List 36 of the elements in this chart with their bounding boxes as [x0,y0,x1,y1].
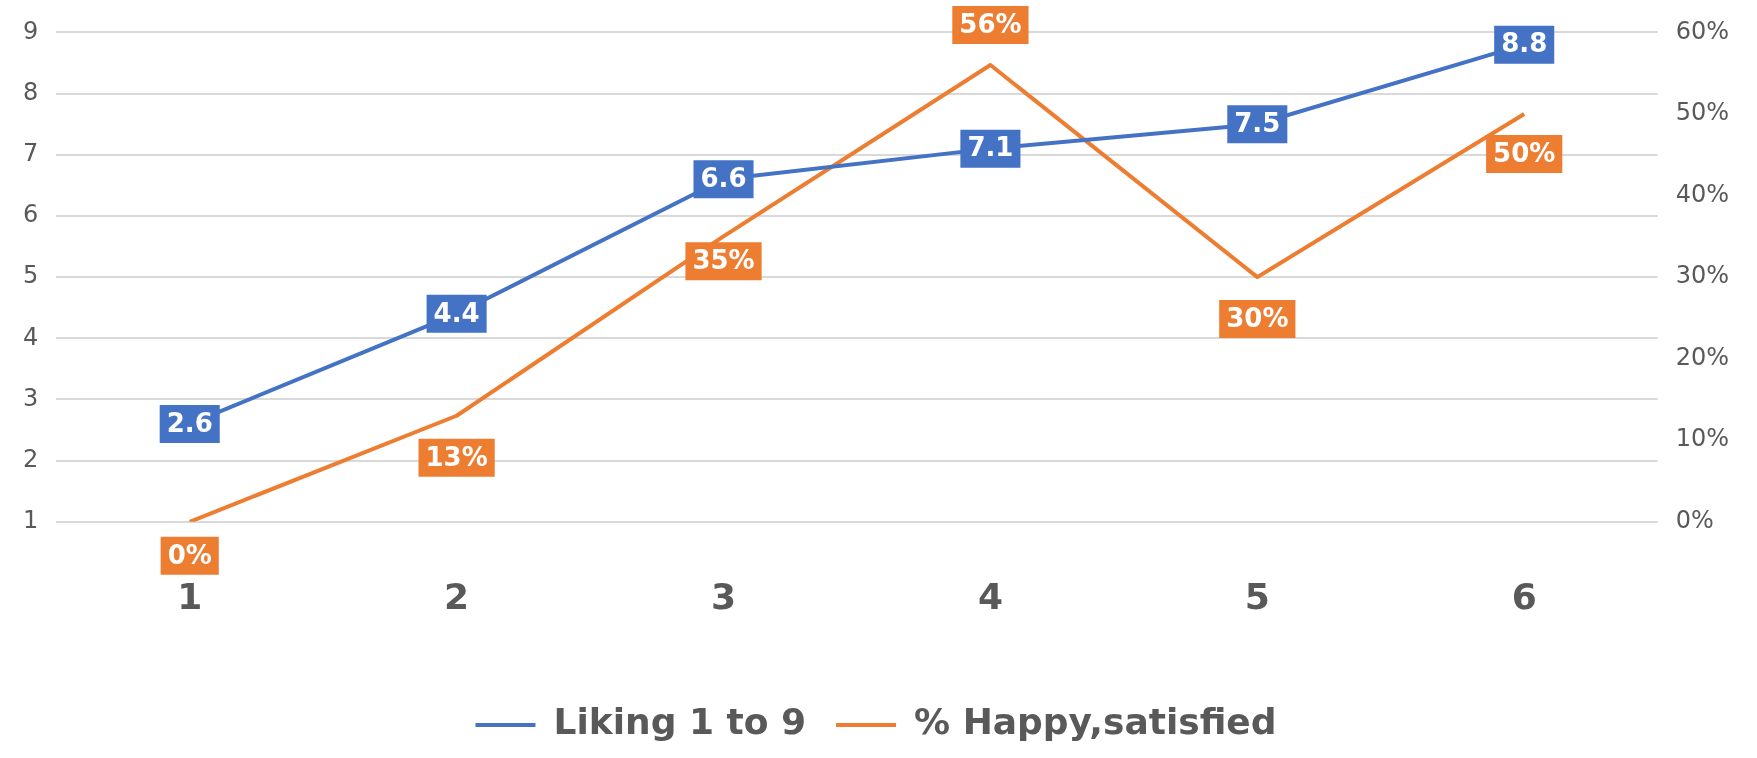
y2-tick-label: 20% [1675,342,1729,371]
y2-tick-label: 10% [1675,424,1729,453]
y-tick-label: 7 [22,138,39,167]
legend-label: Liking 1 to 9 [553,701,807,743]
x-tick-label: 5 [1244,575,1270,617]
y-tick-label: 4 [22,322,39,351]
x-tick-label: 3 [710,575,737,617]
legend-label: % Happy,satisfied [914,701,1277,743]
data-label: 0% [167,539,212,570]
y-tick-label: 6 [22,200,39,229]
data-label: 30% [1226,302,1289,333]
data-label: 6.6 [700,162,747,193]
y2-tick-label: 30% [1675,261,1729,290]
y2-tick-label: 60% [1675,16,1729,45]
data-label: 56% [959,8,1022,39]
data-label: 7.1 [967,132,1014,163]
y2-tick-label: 40% [1675,179,1729,208]
y2-tick-label: 0% [1675,506,1714,535]
y2-tick-label: 50% [1675,98,1729,127]
data-label: 7.5 [1234,107,1281,138]
x-tick-label: 1 [177,575,203,617]
data-label: 35% [692,245,755,276]
x-tick-label: 2 [444,575,470,617]
y-tick-label: 9 [22,16,39,45]
data-label: 2.6 [166,407,213,438]
x-tick-label: 6 [1511,575,1537,617]
data-label: 8.8 [1501,28,1548,59]
y-tick-label: 1 [22,506,39,535]
y-tick-label: 2 [22,444,39,473]
data-label: 4.4 [433,297,480,328]
x-tick-label: 4 [977,575,1003,617]
y-tick-label: 5 [22,261,39,290]
y-tick-label: 8 [22,77,39,106]
y-tick-label: 3 [22,383,39,412]
data-label: 13% [425,441,488,472]
data-label: 50% [1493,137,1556,168]
